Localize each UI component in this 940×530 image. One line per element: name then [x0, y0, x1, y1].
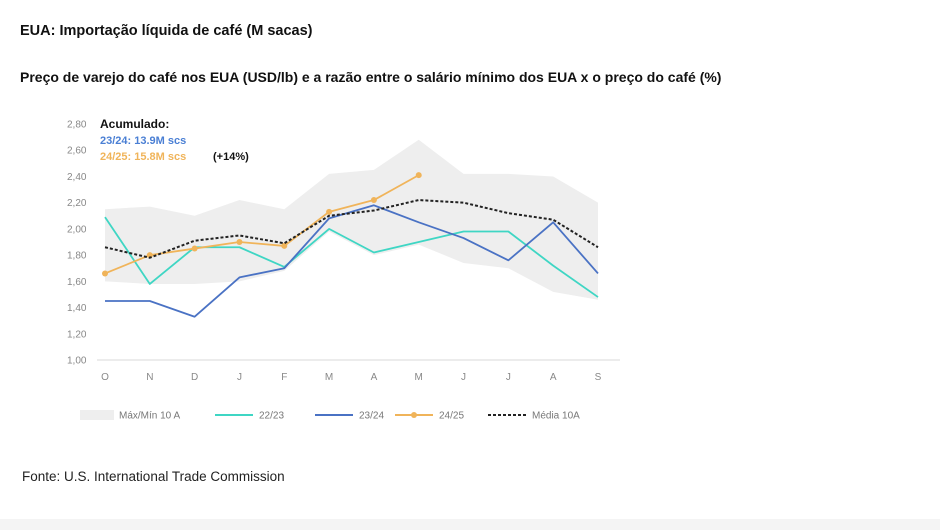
x-tick-label: A: [371, 372, 378, 383]
legend-label: 24/25: [439, 411, 464, 422]
annotation-heading: Acumulado:: [100, 117, 169, 131]
legend-label-band: Máx/Mín 10 A: [119, 411, 180, 422]
x-tick-label: S: [595, 372, 602, 383]
x-tick-label: A: [550, 372, 557, 383]
band-max-min: [105, 139, 598, 300]
legend-label: Média 10A: [532, 411, 580, 422]
bottom-strip: [0, 519, 940, 530]
x-tick-label: J: [237, 372, 242, 383]
series-point: [370, 197, 377, 204]
y-tick-label: 2,60: [67, 146, 87, 157]
series-point: [102, 270, 108, 277]
annotation-line-2425: 24/25: 15.8M scs: [100, 151, 186, 163]
series-line-24-25: [104, 174, 420, 275]
y-tick-label: 1,20: [67, 329, 87, 340]
x-tick-label: M: [415, 372, 423, 383]
y-tick-label: 2,00: [67, 224, 87, 235]
legend-label: 23/24: [359, 411, 384, 422]
series-line-23-24: [105, 204, 599, 318]
series-line-m-dia-10a: [104, 199, 599, 259]
chart-subtitle: Preço de varejo do café nos EUA (USD/lb)…: [20, 69, 722, 85]
annotation-percent: (+14%): [213, 151, 249, 163]
x-tick-label: F: [281, 372, 287, 383]
y-tick-label: 2,80: [67, 120, 87, 131]
x-tick-label: N: [146, 372, 153, 383]
y-tick-label: 1,00: [67, 356, 87, 367]
chart-svg: 1,00 1,20 1,40 1,60 1,80 2,00 2,20 2,40 2,60 2,80…: [67, 117, 620, 422]
x-tick-label: O: [101, 372, 109, 383]
y-tick-label: 2,20: [67, 198, 87, 209]
series-point: [415, 172, 422, 179]
legend-marker: [411, 412, 417, 418]
x-tick-label: D: [191, 372, 198, 383]
series-point: [191, 245, 198, 252]
series-line-22-23: [104, 216, 599, 298]
legend-swatch-band: [80, 410, 114, 420]
page-title: EUA: Importação líquida de café (M sacas…: [20, 23, 313, 39]
series-point: [236, 239, 243, 245]
x-tick-label: J: [506, 372, 511, 383]
y-tick-label: 1,80: [67, 251, 87, 262]
y-tick-label: 1,60: [67, 277, 87, 288]
x-tick-label: M: [325, 372, 333, 383]
series-point: [326, 208, 333, 215]
legend-label: 22/23: [259, 411, 284, 422]
y-tick-label: 1,40: [67, 303, 87, 314]
y-tick-label: 2,40: [67, 172, 87, 183]
chart: 1,00 1,20 1,40 1,60 1,80 2,00 2,20 2,40 2,60 2,80…: [30, 108, 630, 438]
x-tick-label: J: [461, 372, 466, 383]
source-note: Fonte: U.S. International Trade Commissi…: [22, 469, 285, 484]
annotation-line-2324: 23/24: 13.9M scs: [100, 135, 186, 147]
series-point: [281, 242, 288, 249]
